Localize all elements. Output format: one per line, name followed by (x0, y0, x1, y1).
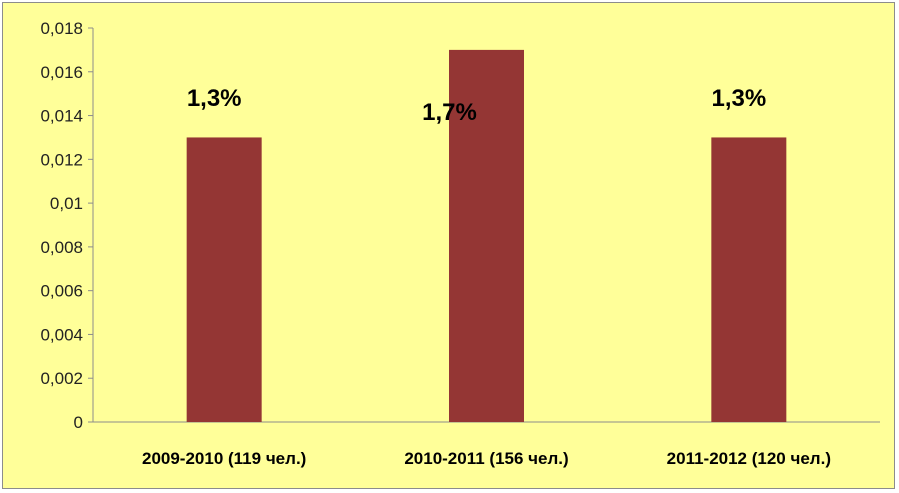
y-tick-label: 0 (74, 413, 83, 432)
y-tick-label: 0,012 (40, 150, 83, 169)
y-tick-label: 0,002 (40, 369, 83, 388)
y-tick-label: 0,006 (40, 282, 83, 301)
data-label: 1,3% (187, 85, 242, 112)
y-tick-label: 0,014 (40, 107, 83, 126)
y-axis-ticks: 0 0,002 0,004 0,006 0,008 0,01 0,012 0,014 0,016… (40, 19, 93, 432)
bar (186, 137, 262, 422)
y-tick-label: 0,018 (40, 19, 83, 38)
y-tick-label: 0,008 (40, 238, 83, 257)
y-tick-label: 0,01 (50, 194, 83, 213)
y-tick-label: 0,004 (40, 325, 83, 344)
data-label: 1,3% (711, 85, 766, 112)
bars (186, 49, 787, 423)
bar (711, 137, 787, 422)
data-label: 1,7% (422, 99, 477, 126)
x-axis-category-labels: 2009-2010 (119 чел.) 2010-2011 (156 чел.)… (142, 449, 831, 468)
y-tick-label: 0,016 (40, 63, 83, 82)
x-category-label: 2011-2012 (120 чел.) (667, 449, 831, 468)
data-labels: 1,3% 1,7% 1,3% (187, 85, 766, 126)
x-category-label: 2010-2011 (156 чел.) (404, 449, 568, 468)
x-category-label: 2009-2010 (119 чел.) (142, 449, 306, 468)
bar (449, 49, 524, 423)
